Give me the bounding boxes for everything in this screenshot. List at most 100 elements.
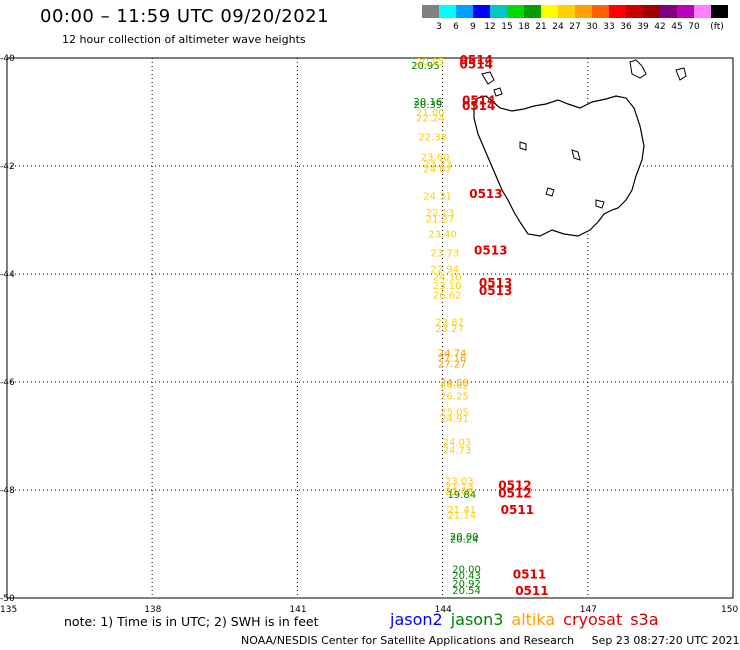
legend-label: 42 [654, 22, 666, 32]
legend-swatch [558, 5, 575, 18]
wave-height-value: 21.13 [445, 482, 474, 493]
wave-height-value: 24.74 [438, 348, 467, 359]
pass-time-label: 0514 [460, 53, 493, 67]
satellite-legend: jason2 jason3 altika cryosat s3a [390, 610, 667, 629]
wave-height-value: 26.25 [440, 392, 469, 403]
lat-tick-label: -40 [0, 54, 15, 64]
legend-label: 6 [453, 22, 459, 32]
wave-height-value: 20.95 [416, 57, 445, 68]
legend-swatch [626, 5, 643, 18]
wave-height-value: 22.94 [431, 265, 460, 276]
wave-height-value: 20.43 [452, 571, 481, 582]
legend-swatch [541, 5, 558, 18]
legend-swatch [609, 5, 626, 18]
pass-time-label: 0514 [460, 57, 493, 71]
tasmania-coastline [473, 59, 687, 237]
wave-height-value: 24.88 [440, 378, 469, 389]
pass-time-label: 0511 [501, 503, 534, 517]
wave-height-value: 26.62 [433, 291, 462, 302]
pass-time-label: 0512 [498, 487, 531, 501]
lat-tick-label: -50 [0, 594, 15, 604]
pass-time-label: 0513 [469, 187, 502, 201]
pass-time-label: 0513 [479, 276, 512, 290]
legend-label: 15 [501, 22, 513, 32]
legend-label: (ft) [710, 22, 724, 32]
legend-label: 21 [535, 22, 547, 32]
legend-label: 45 [671, 22, 683, 32]
pass-time-label: 0514 [462, 99, 495, 113]
wave-height-value: 24.03 [443, 437, 472, 448]
wave-height-value: 23.40 [428, 230, 457, 241]
lat-tick-label: -48 [0, 486, 15, 496]
page-subtitle: 12 hour collection of altimeter wave hei… [62, 33, 306, 46]
wave-height-value: 27.27 [438, 360, 467, 371]
lon-tick-label: 138 [144, 605, 161, 615]
wave-height-value: 24.87 [423, 165, 452, 176]
lat-tick-label: -44 [0, 270, 15, 280]
lon-tick-label: 150 [721, 605, 738, 615]
legend-label: 39 [637, 22, 649, 32]
wave-height-value: 20.00 [450, 532, 479, 543]
color-legend: 3 6 9 12 15 18 21 24 27 30 33 36 39 42 45 70 (ft) [422, 5, 728, 32]
wave-height-value: 23.23 [423, 159, 452, 170]
footer-timestamp: Sep 23 08:27:20 UTC 2021 [591, 634, 740, 647]
map-frame [6, 57, 734, 599]
wave-height-value: 20.54 [452, 586, 481, 597]
wave-height-value: 24.73 [443, 446, 472, 457]
wave-height-value: 24.91 [440, 414, 469, 425]
wave-height-value: 23.08 [445, 487, 474, 498]
legend-label: 24 [552, 22, 564, 32]
wave-height-value: 21.27 [426, 214, 455, 225]
wave-height-value: 19.84 [447, 490, 476, 501]
pass-time-label: 0514 [462, 94, 495, 108]
wave-height-value: 24.31 [423, 192, 452, 203]
wave-height-value: 24.62 [440, 381, 469, 392]
legend-swatch [677, 5, 694, 18]
legend-label: 33 [603, 22, 615, 32]
wave-height-value: 25.05 [440, 408, 469, 419]
legend-swatch [490, 5, 507, 18]
units-note: note: 1) Time is in UTC; 2) SWH is in fe… [64, 614, 319, 629]
pass-time-label: 0511 [515, 584, 548, 598]
legend-swatch [711, 5, 728, 18]
satellite-altika: altika [511, 610, 556, 629]
legend-label: 9 [470, 22, 476, 32]
lat-tick-label: -42 [0, 162, 15, 172]
legend-swatch [643, 5, 660, 18]
satellite-cryosat: cryosat [563, 610, 623, 629]
wave-height-value: 21.14 [447, 510, 476, 521]
legend-color-bar [422, 5, 728, 18]
legend-label: 70 [688, 22, 700, 32]
legend-swatch [524, 5, 541, 18]
legend-swatch [439, 5, 456, 18]
legend-swatch [660, 5, 677, 18]
legend-label: 18 [518, 22, 530, 32]
wave-height-value: 27.16 [438, 354, 467, 365]
wave-height-value: 20.95 [411, 61, 440, 72]
legend-label: 12 [484, 22, 496, 32]
satellite-jason3: jason3 [450, 610, 504, 629]
wave-height-value: 24.10 [433, 273, 462, 284]
wave-height-value: 20.00 [452, 564, 481, 575]
wave-height-value: 20.16 [414, 97, 443, 108]
wave-height-value: 20.39 [414, 100, 443, 111]
lon-tick-label: 135 [0, 605, 17, 615]
satellite-s3a: s3a [630, 610, 659, 629]
legend-swatch [507, 5, 524, 18]
wave-height-value: 20.24 [450, 535, 479, 546]
legend-swatch [456, 5, 473, 18]
pass-time-label: 0513 [479, 284, 512, 298]
wave-height-value: 22.87 [435, 318, 464, 329]
cycle-labels: 0514051405140514051305130513051305120512… [460, 53, 549, 598]
lat-tick-label: -46 [0, 378, 15, 388]
wave-height-value: 23.10 [433, 281, 462, 292]
wave-height-value: 23.27 [435, 324, 464, 335]
legend-label: 30 [586, 22, 598, 32]
wave-height-value: 22.38 [418, 132, 447, 143]
legend-swatch [592, 5, 609, 18]
page-title: 00:00 – 11:59 UTC 09/20/2021 [40, 6, 330, 27]
pass-time-label: 0513 [474, 244, 507, 258]
